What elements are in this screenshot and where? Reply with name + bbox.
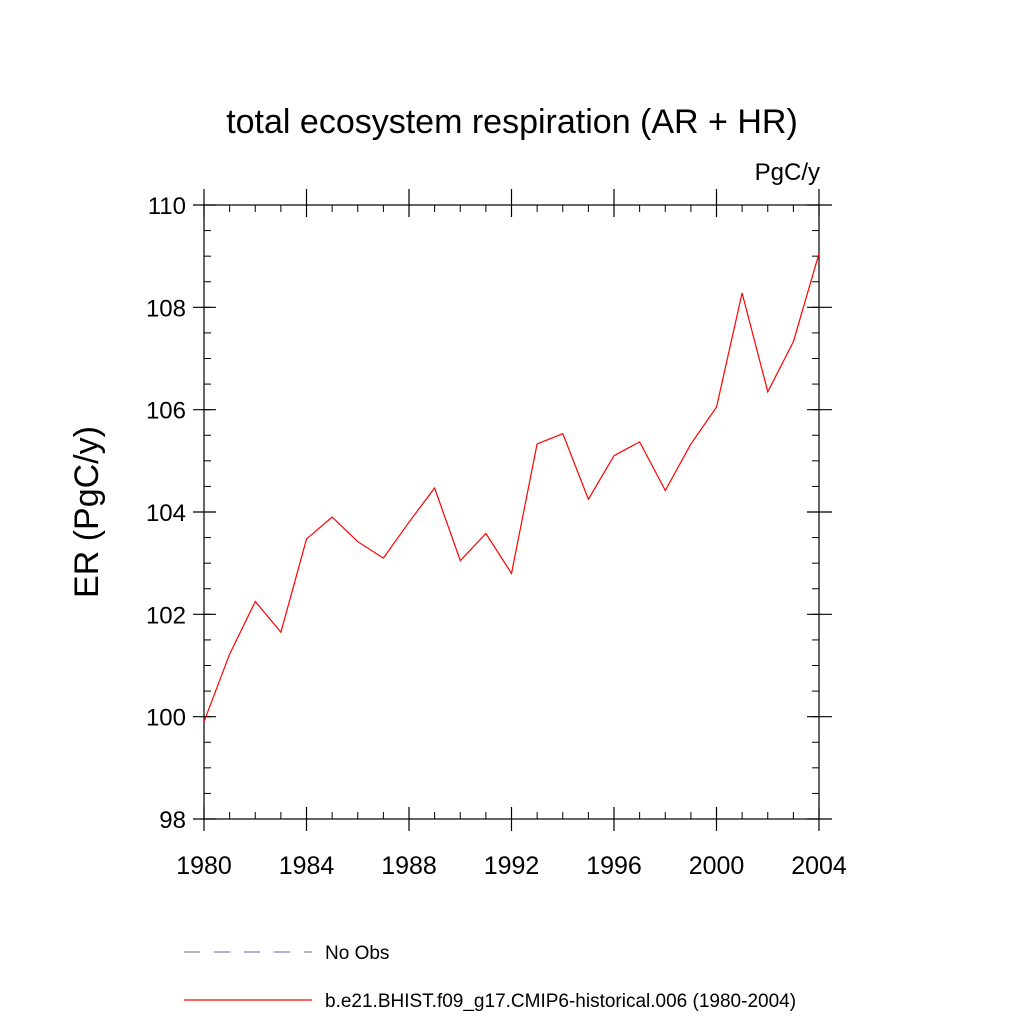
units-label: PgC/y [755,159,820,186]
y-axis-label: ER (PgC/y) [68,426,106,598]
x-tick-label: 1980 [176,852,232,880]
x-tick-label: 1992 [484,852,540,880]
y-tick-label: 108 [146,295,186,322]
x-ticks: 1980 1984 1988 1992 1996 2000 2004 [176,189,847,880]
y-ticks: 98 100 102 104 106 108 110 [146,193,832,834]
series-lines [203,253,820,723]
y-tick-label: 106 [146,398,186,425]
x-tick-label: 2000 [689,852,745,880]
x-tick-label: 1996 [586,852,642,880]
x-tick-label: 1988 [381,852,437,880]
x-tick-label: 1984 [279,852,335,880]
plot-frame [203,204,820,820]
chart-title: total ecosystem respiration (AR + HR) [226,103,798,141]
x-tick-label: 2004 [791,852,847,880]
legend-label-0: No Obs [325,943,389,964]
y-tick-label: 102 [146,602,186,629]
legend: No Obs b.e21.BHIST.f09_g17.CMIP6-historic… [184,943,796,1012]
y-tick-label: 98 [159,807,186,834]
y-tick-label: 110 [148,193,186,220]
series-line-1 [203,253,820,723]
y-tick-label: 104 [146,500,186,527]
legend-label-1: b.e21.BHIST.f09_g17.CMIP6-historical.006… [325,991,796,1012]
y-tick-label: 100 [146,705,186,732]
